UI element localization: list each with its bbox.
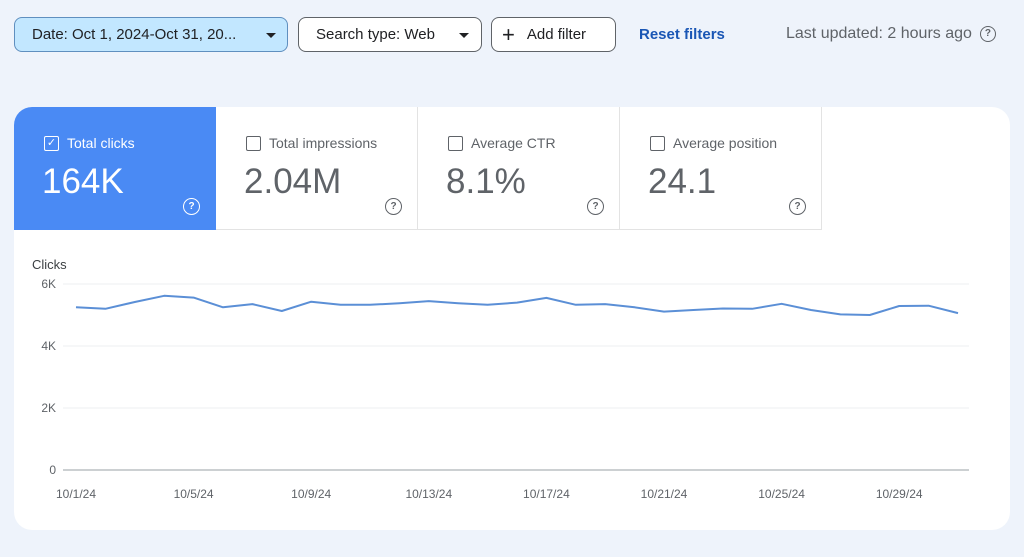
help-icon[interactable]: ? [183,198,200,215]
y-tick-label: 0 [49,463,56,477]
metric-value: 8.1% [446,162,526,201]
help-icon[interactable]: ? [789,198,806,215]
reset-filters-link[interactable]: Reset filters [639,26,725,43]
metric-card-header: Total impressions [246,135,377,151]
metric-label: Average CTR [471,135,556,151]
x-tick-label: 10/25/24 [758,487,805,501]
x-tick-label: 10/1/24 [56,487,96,501]
plus-icon: + [502,21,515,47]
clicks-line-chart: Clicks 0 2K 4K 6K 10/1/24 10/5/24 10/9/24 10/13/… [32,257,969,501]
metric-card-header: Average position [650,135,777,151]
last-updated-text: Last updated: 2 hours ago [786,25,972,42]
x-tick-label: 10/13/24 [405,487,452,501]
checkbox-icon[interactable] [650,135,665,151]
x-tick-label: 10/29/24 [876,487,923,501]
search-type-dropdown[interactable]: Search type: Web [298,17,482,52]
metric-label: Average position [673,135,778,151]
date-filter-dropdown[interactable]: Date: Oct 1, 2024-Oct 31, 20... [14,17,288,52]
help-icon[interactable]: ? [979,26,996,42]
dropdown-caret-icon [459,33,469,38]
filter-toolbar: Date: Oct 1, 2024-Oct 31, 20... Search t… [0,0,1024,70]
y-tick-label: 2K [41,401,56,415]
x-tick-label: 10/9/24 [291,487,331,501]
checkbox-icon[interactable] [448,135,463,151]
x-tick-label: 10/21/24 [641,487,688,501]
help-icon[interactable]: ? [587,198,604,215]
metric-card-header: ✓ Total clicks [44,135,135,151]
metric-card-average-ctr[interactable]: Average CTR 8.1% ? [418,107,620,230]
search-type-label: Search type: Web [316,26,435,43]
performance-panel: ✓ Total clicks 164K ? Total impressions … [14,107,1010,530]
add-filter-button[interactable]: + Add filter [491,17,616,52]
y-tick-label: 6K [41,277,56,291]
metric-card-header: Average CTR [448,135,556,151]
y-tick-label: 4K [41,339,56,353]
date-filter-label: Date: Oct 1, 2024-Oct 31, 20... [32,26,237,43]
metric-card-average-position[interactable]: Average position 24.1 ? [620,107,822,230]
checkbox-icon[interactable] [246,135,261,151]
add-filter-label: Add filter [526,26,587,43]
metric-value: 24.1 [648,162,717,201]
checkbox-checked-icon[interactable]: ✓ [44,135,59,151]
help-icon[interactable]: ? [385,198,402,215]
last-updated: Last updated: 2 hours ago ? [786,25,996,43]
clicks-chart: Clicks 0 2K 4K 6K 10/1/24 10/5/24 10/9/24 10/13/… [14,247,1010,530]
metric-value: 2.04M [244,162,342,201]
metric-label: Total impressions [269,135,378,151]
metric-card-total-impressions[interactable]: Total impressions 2.04M ? [216,107,418,230]
x-tick-label: 10/5/24 [174,487,214,501]
metric-label: Total clicks [67,135,135,151]
dropdown-caret-icon [266,33,276,38]
metric-card-total-clicks[interactable]: ✓ Total clicks 164K ? [14,107,216,230]
x-tick-label: 10/17/24 [523,487,570,501]
clicks-series-line [75,294,959,316]
y-axis-label: Clicks [32,257,67,272]
metric-value: 164K [42,162,124,201]
